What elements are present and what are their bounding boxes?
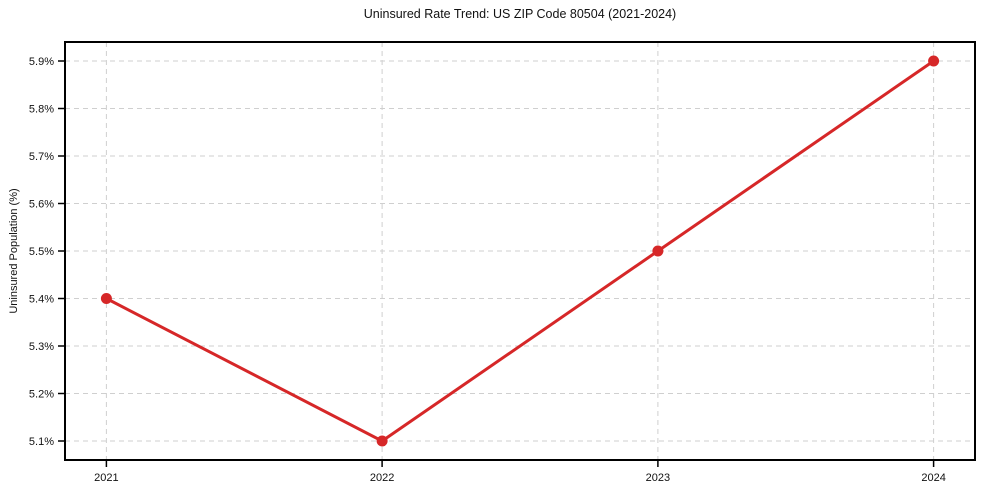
y-tick-label: 5.8% — [29, 104, 54, 116]
axes-frame — [64, 41, 976, 461]
y-tick-label: 5.9% — [29, 56, 54, 68]
y-tick-label: 5.5% — [29, 246, 54, 258]
y-tick-label: 5.6% — [29, 199, 54, 211]
trend-line — [104, 59, 936, 443]
x-tick-label: 2023 — [646, 472, 670, 484]
data-point-marker — [928, 55, 940, 67]
chart-title: Uninsured Rate Trend: US ZIP Code 80504 … — [363, 7, 677, 21]
y-tick-label: 5.2% — [29, 389, 54, 401]
x-tick-label: 2024 — [921, 472, 945, 484]
data-point-marker — [376, 435, 388, 447]
data-point-marker — [100, 293, 112, 304]
x-tick-label: 2022 — [370, 472, 394, 484]
x-tick-label: 2021 — [94, 472, 118, 484]
y-tick-label: 5.1% — [29, 436, 54, 448]
y-tick-label: 5.7% — [29, 151, 54, 163]
y-tick-label: 5.3% — [29, 341, 54, 353]
data-point-marker — [652, 245, 664, 257]
y-tick-label: 5.4% — [29, 294, 54, 306]
